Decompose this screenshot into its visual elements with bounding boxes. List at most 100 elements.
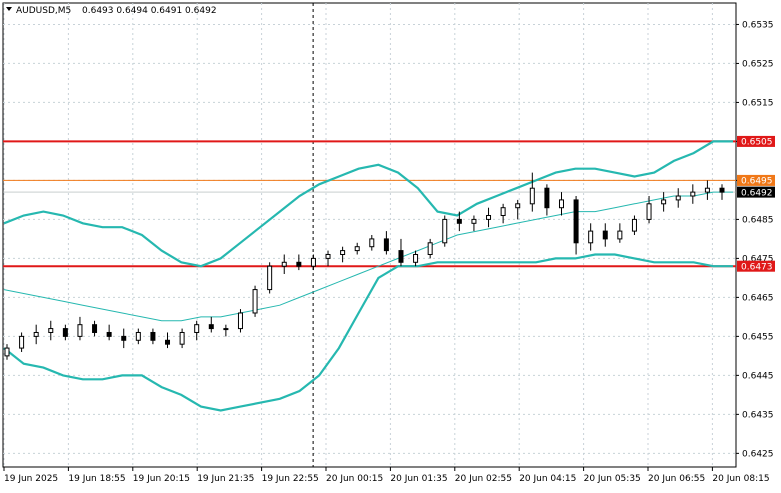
candle	[398, 238, 404, 267]
level-price-badge: 0.6505	[737, 135, 775, 148]
bollinger-middle-line	[3, 191, 733, 322]
candle-body	[340, 250, 346, 255]
candle-body	[544, 187, 550, 209]
price-levels	[3, 140, 736, 268]
candle	[690, 184, 696, 204]
candle-body	[456, 218, 462, 224]
candle-body	[661, 199, 667, 205]
candle-body	[33, 331, 39, 337]
candle-body	[252, 289, 258, 314]
time-axis: 19 Jun 2025 19 Jun 18:55 19 Jun 20:15 19 Ju…	[3, 467, 770, 484]
time-tick-label: 19 Jun 2025	[4, 474, 58, 484]
level-badge-background	[737, 174, 775, 186]
bollinger-bands	[3, 140, 733, 412]
candle	[92, 320, 98, 337]
candle-body	[617, 230, 623, 240]
candle	[719, 184, 725, 200]
price-tick-label: 0.6475	[742, 254, 774, 264]
candle	[617, 223, 623, 243]
candle	[179, 328, 185, 349]
candle-body	[354, 246, 360, 252]
candle-body	[165, 339, 171, 345]
candle	[515, 199, 521, 220]
time-tick-label: 20 Jun 04:15	[519, 474, 576, 484]
price-tick-label: 0.6525	[742, 59, 774, 69]
candle	[106, 324, 112, 341]
level-price-badge: 0.6473	[737, 260, 775, 272]
bollinger-upper-line	[3, 140, 733, 268]
candle	[208, 316, 214, 333]
level-badge-background	[737, 186, 775, 198]
candle-body	[442, 218, 448, 244]
candle	[661, 192, 667, 212]
candle-body	[558, 199, 564, 209]
candle-body	[179, 331, 185, 345]
ohlc-values: 0.6493 0.6494 0.6491 0.6492	[82, 6, 217, 16]
candle	[281, 254, 287, 274]
level-badge-label: 0.6492	[741, 188, 773, 198]
candle	[150, 328, 156, 345]
candle-body	[646, 203, 652, 220]
time-tick-label: 20 Jun 00:15	[326, 474, 383, 484]
candle	[427, 238, 433, 259]
candle-body	[529, 187, 535, 205]
level-badge-background	[737, 135, 775, 147]
candle	[48, 320, 54, 341]
candle-body	[77, 324, 83, 337]
price-tick-label: 0.6445	[742, 371, 774, 381]
candle	[383, 231, 389, 255]
candle	[500, 203, 506, 224]
price-tick-label: 0.6435	[742, 410, 774, 420]
candle	[573, 196, 579, 255]
candle	[62, 324, 68, 341]
candle	[310, 254, 316, 271]
time-tick-label: 19 Jun 18:55	[68, 474, 125, 484]
candle	[165, 332, 171, 349]
candle	[704, 180, 710, 200]
candle-body	[427, 242, 433, 255]
candle-body	[690, 191, 696, 197]
candle-body	[62, 328, 68, 337]
candle	[267, 262, 273, 294]
time-tick-label: 20 Jun 01:35	[390, 474, 447, 484]
candle	[602, 223, 608, 247]
candle-body	[281, 261, 287, 267]
triangle-down-icon[interactable]	[6, 7, 12, 11]
candle-body	[325, 253, 331, 259]
price-axis: 0.6535 0.6525 0.6515 0.6505 0.6495 0.6485 0.64…	[736, 20, 775, 459]
candle	[544, 184, 550, 216]
candle-body	[704, 187, 710, 193]
candle	[252, 285, 258, 317]
time-tick-label: 19 Jun 22:55	[262, 474, 319, 484]
candle-body	[92, 324, 98, 333]
candle-body	[588, 230, 594, 244]
symbol-header: AUDUSD,M5 0.6493 0.6494 0.6491 0.6492	[6, 6, 217, 16]
level-badge-label: 0.6473	[741, 262, 773, 272]
candle-body	[573, 199, 579, 244]
level-badge-background	[737, 260, 775, 272]
time-tick-label: 20 Jun 02:55	[455, 474, 512, 484]
price-tick-label: 0.6515	[742, 98, 774, 108]
candle-body	[121, 335, 127, 341]
candle-body	[675, 195, 681, 201]
candle	[77, 316, 83, 341]
candle	[529, 172, 535, 212]
candle	[631, 215, 637, 235]
time-tick-label: 19 Jun 21:35	[197, 474, 254, 484]
candle	[558, 192, 564, 216]
price-tick-label: 0.6485	[742, 215, 774, 225]
candle	[442, 215, 448, 247]
candle-body	[515, 203, 521, 209]
bollinger-lower-line	[3, 253, 733, 412]
candle-body	[150, 331, 156, 341]
candle-body	[369, 238, 375, 248]
candle-body	[223, 328, 229, 331]
candle-body	[631, 218, 637, 232]
plot-frame	[2, 2, 737, 468]
price-tick-label: 0.6535	[742, 20, 774, 30]
candle-body	[267, 265, 273, 291]
candle	[296, 254, 302, 271]
candle	[340, 246, 346, 263]
